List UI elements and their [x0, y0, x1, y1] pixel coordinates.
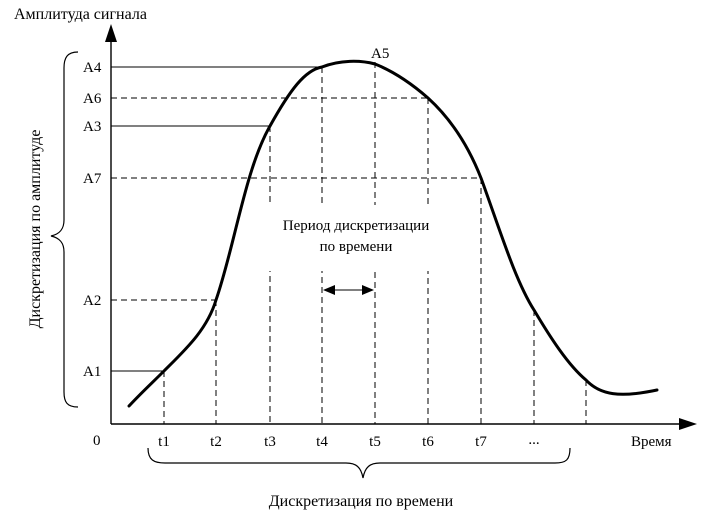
period-label-line1: Период дискретизации: [283, 218, 429, 234]
level-label-a4: A4: [83, 60, 102, 76]
level-label-a1: A1: [83, 364, 101, 380]
x-axis-arrowhead: [679, 418, 697, 430]
tick-label-t1: t1: [158, 434, 170, 450]
signal-curve: [127, 59, 659, 408]
y-axis-title: Амплитуда сигнала: [14, 6, 147, 23]
tick-label-t2: t2: [210, 434, 222, 450]
level-label-a3: A3: [83, 119, 101, 135]
peak-label-a5: A5: [371, 46, 389, 62]
level-label-a7: A7: [83, 171, 102, 187]
origin-label: 0: [93, 433, 101, 449]
tick-label-t7: t7: [475, 434, 487, 450]
period-label-background: [258, 205, 454, 271]
period-double-arrow: [323, 285, 374, 295]
level-label-a2: A2: [83, 293, 101, 309]
period-label-line2: по времени: [320, 239, 393, 255]
tick-label-t5: t5: [369, 434, 381, 450]
amplitude-sampling-label: Дискретизация по амплитуде: [27, 130, 44, 329]
tick-label-ellipsis: ...: [528, 432, 539, 448]
time-sampling-label: Дискретизация по времени: [269, 493, 454, 510]
tick-label-t4: t4: [316, 434, 328, 450]
level-label-a6: A6: [83, 91, 102, 107]
amplitude-brace: [50, 51, 79, 408]
time-brace: [147, 447, 571, 479]
tick-label-t6: t6: [422, 434, 434, 450]
tick-label-t3: t3: [264, 434, 276, 450]
x-axis-title: Время: [631, 434, 672, 450]
y-axis-arrowhead: [105, 24, 117, 42]
